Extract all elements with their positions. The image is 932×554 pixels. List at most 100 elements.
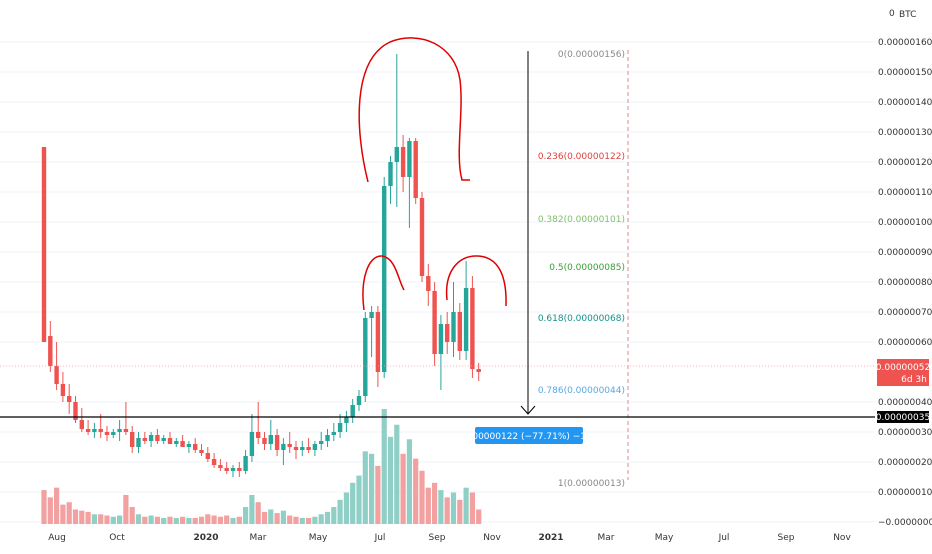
price-tick-label: 0.00000030 [878,428,932,438]
volume-bar [432,482,438,524]
candle-body [438,324,444,354]
volume-bar [413,458,419,524]
price-tick-label: 0.00000060 [878,338,932,348]
volume-bar [400,453,406,524]
candle-body [432,291,437,354]
volume-bar [387,436,394,524]
volume-bar [142,516,148,524]
candle-body [476,369,481,372]
volume-bar [299,517,305,524]
volume-bar [98,514,104,524]
candle-body [363,318,368,396]
volume-bar [274,513,280,524]
volume-bar [66,502,72,524]
candle-body [48,336,53,366]
volume-bar [369,453,375,524]
time-tick-label: May [655,533,674,543]
countdown-label: 6d 3h [901,375,927,385]
candle-body [130,432,135,447]
volume-bar [312,516,318,524]
volume-bar [450,492,457,524]
volume-bar [135,514,142,524]
candle-body [262,438,267,444]
time-tick-label: May [309,533,328,543]
candle-body [237,468,242,471]
time-tick-label: Nov [483,533,501,543]
volume-bar [476,509,482,524]
candle-body [142,438,147,441]
volume-bar [167,516,173,524]
volume-bar [457,499,463,524]
volume-bar [47,497,53,524]
fibonacci-labels: 0(0.00000156) 0.236(0.00000122) 0.382(0.00… [538,50,625,489]
candle-body [312,444,318,450]
volume-bar [110,516,116,524]
time-axis[interactable]: Aug Oct 2020 Mar May Jul Sep Nov 2021 Mar May Jul Se… [48,533,851,543]
volume-bar [60,504,66,524]
candle-body [331,432,336,435]
volume-bar [173,517,179,524]
volume-bar [425,487,431,524]
volume-bar [293,516,299,524]
volume-bar [324,511,331,524]
candle-body [382,186,387,372]
candle-body [388,162,393,186]
candle-body [394,147,399,162]
candle-body [60,384,66,396]
candle-body [319,441,324,444]
volume-bar [438,490,444,524]
volume-bar [419,470,425,524]
candle-body [161,438,166,441]
candle-body [451,312,456,342]
time-tick-label: Mar [598,533,615,543]
time-tick-label: Jul [718,533,730,543]
head-annotation [358,37,470,183]
price-tick-label: 0.00000040 [878,398,932,408]
candle-body [186,444,192,447]
price-tick-label: 0.00000150 [878,68,932,78]
candle-body [426,276,431,291]
price-tick-label: 0.00000140 [878,98,932,108]
volume-bar [224,515,230,524]
volume-bar [343,492,349,524]
volume-bar [117,515,123,524]
volume-bar [268,509,274,524]
volume-bar [394,424,400,524]
candle-body [400,147,406,177]
grid [0,41,875,523]
candle-body [218,465,223,468]
candle-body [148,435,154,441]
volume-bar [375,465,381,524]
volume-bar [192,517,198,524]
candle-body [243,456,248,471]
time-tick-label: 2020 [193,533,218,543]
volume-bar [230,517,236,524]
volume-bar [123,494,129,524]
volume-bar [337,499,343,524]
candle-body [419,198,425,276]
volume-bar [255,502,261,524]
fib-level-label: 0.786(0.00000044) [538,386,625,396]
volume-bar [79,510,85,524]
candle-body [356,396,362,405]
time-tick-label: 2021 [538,533,563,543]
time-tick-label: Sep [778,533,795,543]
price-tick-top: 0 [889,9,895,19]
candle-body [205,453,210,459]
volume-bar [318,514,324,524]
candle-body [174,441,179,444]
volume-bar [243,507,249,524]
price-tick-label: −0.00000000 [878,518,932,528]
candle-body [413,141,418,198]
volume-bar [362,451,368,524]
candle-body [369,312,374,318]
volume-bar [211,515,217,524]
price-axis[interactable]: 0 0.00000160 0.00000150 0.00000140 0.0000013… [878,9,932,528]
volume-bar [129,507,135,524]
candles [41,54,481,477]
volume-bar [217,516,223,524]
candle-body [470,288,475,369]
candle-body [306,447,311,450]
